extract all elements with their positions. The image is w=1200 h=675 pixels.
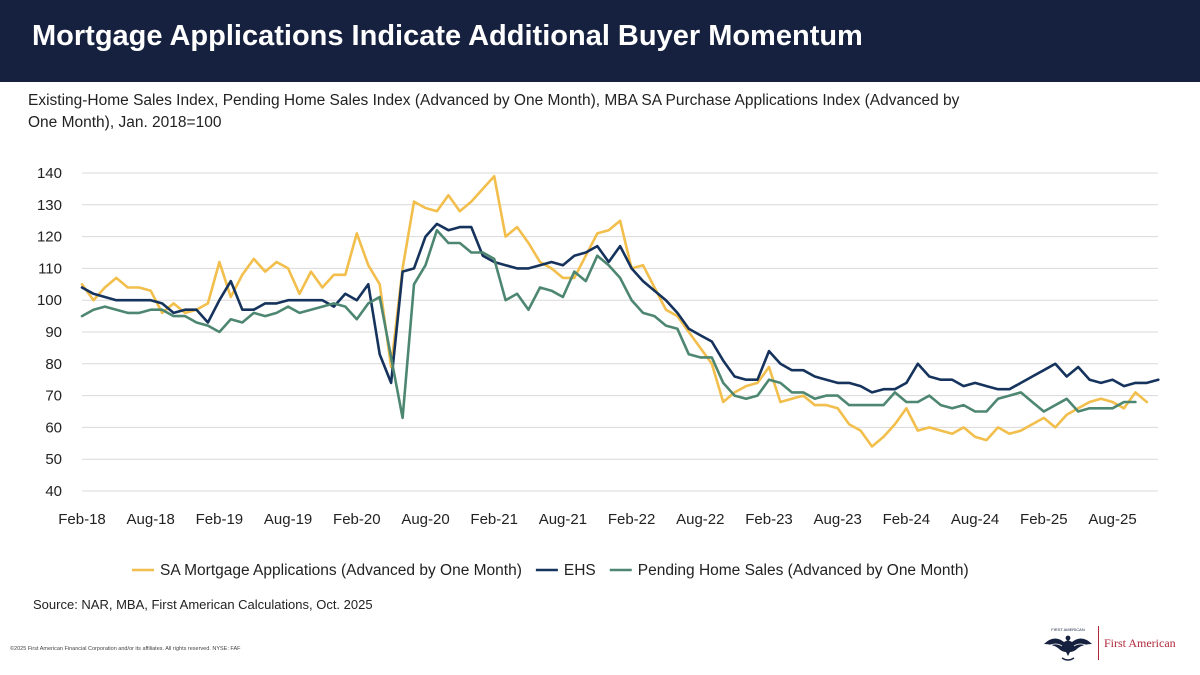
x-tick-label: Aug-22 bbox=[676, 511, 724, 528]
series-line-2 bbox=[80, 222, 1160, 394]
company-logo: FIRST AMERICAN First American bbox=[1040, 622, 1190, 666]
x-tick-label: Feb-24 bbox=[883, 511, 931, 528]
y-tick-label: 130 bbox=[37, 197, 62, 214]
x-tick-label: Aug-24 bbox=[951, 511, 999, 528]
series-line-3 bbox=[80, 228, 1137, 420]
y-tick-label: 50 bbox=[45, 451, 62, 468]
page-title: Mortgage Applications Indicate Additiona… bbox=[32, 20, 863, 52]
source-note: Source: NAR, MBA, First American Calcula… bbox=[33, 597, 373, 612]
x-tick-label: Aug-23 bbox=[814, 511, 862, 528]
logo-text: First American bbox=[1104, 636, 1176, 650]
logo-divider bbox=[1098, 626, 1099, 660]
y-tick-label: 100 bbox=[37, 292, 62, 309]
x-tick-label: Aug-18 bbox=[127, 511, 175, 528]
y-tick-label: 40 bbox=[45, 483, 62, 500]
y-tick-label: 110 bbox=[38, 260, 62, 277]
x-tick-label: Feb-23 bbox=[745, 511, 793, 528]
y-tick-label: 120 bbox=[37, 229, 62, 246]
x-tick-label: Feb-22 bbox=[608, 511, 656, 528]
series-line-1 bbox=[80, 174, 1149, 448]
logo-eagle-text: FIRST AMERICAN bbox=[1051, 627, 1085, 632]
y-tick-label: 90 bbox=[45, 324, 62, 341]
y-tick-label: 70 bbox=[45, 388, 62, 405]
legend-label: Pending Home Sales (Advanced by One Mont… bbox=[638, 562, 969, 579]
y-tick-label: 60 bbox=[45, 419, 62, 436]
y-tick-label: 80 bbox=[45, 356, 62, 373]
chart-subtitle: Existing-Home Sales Index, Pending Home … bbox=[28, 92, 960, 131]
line-chart: 40 50 60 70 80 90 100 110 120 130 140 Feb-18 Aug-18 F… bbox=[37, 165, 1160, 579]
copyright-note: ©2025 First American Financial Corporati… bbox=[10, 646, 241, 652]
legend-label: SA Mortgage Applications (Advanced by On… bbox=[160, 562, 522, 579]
x-tick-label: Feb-19 bbox=[196, 511, 244, 528]
x-tick-label: Aug-21 bbox=[539, 511, 587, 528]
x-tick-label: Aug-19 bbox=[264, 511, 312, 528]
x-tick-label: Feb-25 bbox=[1020, 511, 1068, 528]
legend-label: EHS bbox=[564, 562, 596, 579]
x-tick-label: Feb-18 bbox=[58, 511, 106, 528]
x-tick-label: Feb-21 bbox=[470, 511, 518, 528]
eagle-icon: FIRST AMERICAN bbox=[1044, 627, 1092, 661]
x-tick-label: Aug-20 bbox=[401, 511, 449, 528]
x-tick-label: Feb-20 bbox=[333, 511, 381, 528]
x-tick-label: Aug-25 bbox=[1088, 511, 1136, 528]
y-tick-label: 140 bbox=[37, 165, 62, 182]
header-bar: Mortgage Applications Indicate Additiona… bbox=[0, 0, 1200, 82]
